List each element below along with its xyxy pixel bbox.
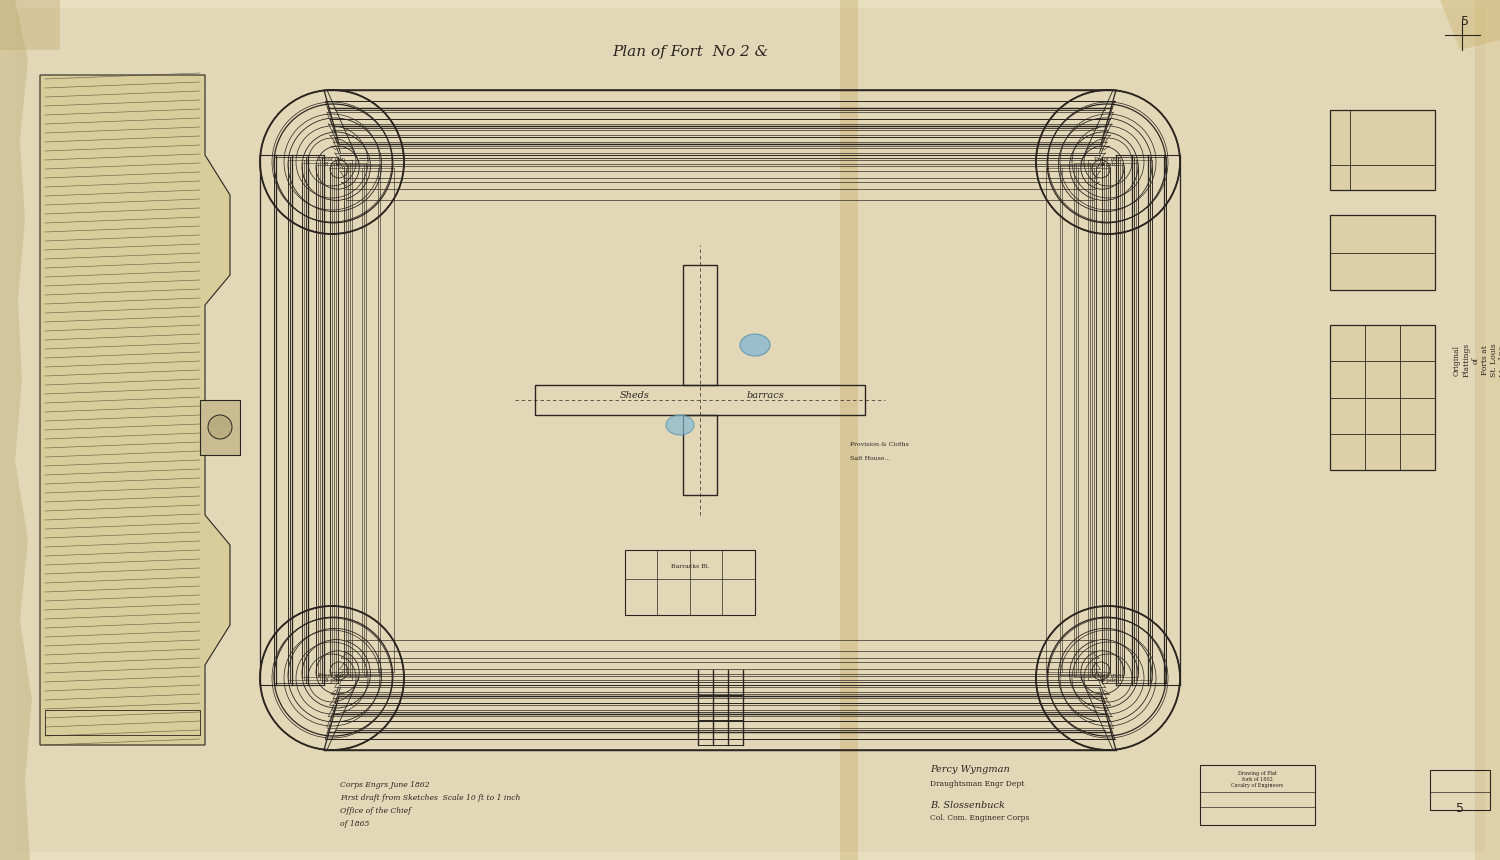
Text: Proof gun
8 pdr: Proof gun 8 pdr xyxy=(1095,157,1122,168)
Polygon shape xyxy=(1440,0,1500,50)
Bar xyxy=(626,550,754,615)
Text: Proof gun
8 pdr: Proof gun 8 pdr xyxy=(318,673,345,684)
Bar xyxy=(1200,765,1316,825)
Bar xyxy=(1474,0,1500,860)
Text: Plan of Fort  No 2 &: Plan of Fort No 2 & xyxy=(612,45,768,59)
Text: B. Slossenbuck: B. Slossenbuck xyxy=(930,801,1005,809)
Text: Draughtsman Engr Dept: Draughtsman Engr Dept xyxy=(930,780,1024,788)
Bar xyxy=(1430,770,1490,810)
Bar xyxy=(1330,325,1436,470)
Bar xyxy=(840,0,858,860)
Bar xyxy=(682,265,717,385)
Bar xyxy=(200,400,240,455)
Text: 5: 5 xyxy=(1456,802,1464,815)
Text: Sheds: Sheds xyxy=(620,391,650,401)
Bar xyxy=(1330,215,1436,290)
Text: of 1865: of 1865 xyxy=(340,820,369,828)
Ellipse shape xyxy=(666,415,694,435)
Bar xyxy=(0,0,60,50)
Ellipse shape xyxy=(740,334,770,356)
Text: Col. Com. Engineer Corps: Col. Com. Engineer Corps xyxy=(930,814,1029,822)
Text: 5: 5 xyxy=(1461,15,1468,28)
Text: Percy Wyngman: Percy Wyngman xyxy=(930,765,1010,775)
Text: Drawing of Plat
fork of 1862
Cavalry of Engineers: Drawing of Plat fork of 1862 Cavalry of … xyxy=(1232,771,1282,788)
Text: Proof gun
8 pdr: Proof gun 8 pdr xyxy=(318,157,345,168)
Text: Office of the Chief: Office of the Chief xyxy=(340,807,411,815)
Bar xyxy=(45,710,200,735)
Text: Original
Plattings
of
Forts at
St. Louis
Mo. 186-: Original Plattings of Forts at St. Louis… xyxy=(1454,343,1500,378)
Text: First draft from Sketches  Scale 10 ft to 1 inch: First draft from Sketches Scale 10 ft to… xyxy=(340,794,520,802)
Polygon shape xyxy=(40,75,230,745)
Bar xyxy=(1330,110,1436,190)
Text: Barracks Bl.: Barracks Bl. xyxy=(670,564,710,568)
Text: Corps Engrs June 1862: Corps Engrs June 1862 xyxy=(340,781,429,789)
Bar xyxy=(536,385,866,415)
Polygon shape xyxy=(0,0,32,860)
Text: Salt House...: Salt House... xyxy=(850,456,891,460)
Text: Provision & Cloths: Provision & Cloths xyxy=(850,443,909,447)
Text: barracs: barracs xyxy=(746,391,784,401)
Bar xyxy=(682,415,717,495)
Text: Proof gun
8 pdr: Proof gun 8 pdr xyxy=(1095,673,1122,684)
Circle shape xyxy=(209,415,232,439)
